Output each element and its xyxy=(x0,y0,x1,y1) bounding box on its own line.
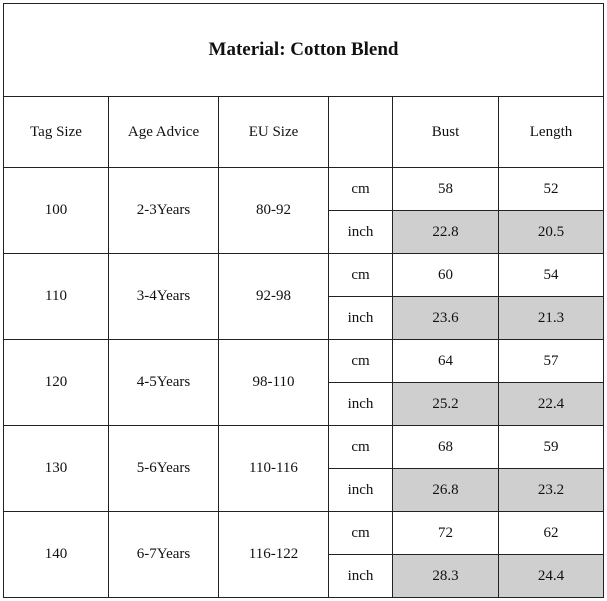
bust-cm-cell: 72 xyxy=(392,511,499,555)
length-cm-cell: 52 xyxy=(497,167,605,211)
header-unit xyxy=(328,96,393,168)
unit-cm-cell: cm xyxy=(328,511,393,555)
unit-inch-cell: inch xyxy=(328,468,393,512)
length-cm-cell: 62 xyxy=(497,511,605,555)
unit-cm-cell: cm xyxy=(328,425,393,469)
eu-size-cell: 110-116 xyxy=(218,425,329,512)
table-row: inch 23.6 21.3 xyxy=(4,296,605,340)
header-length: Length xyxy=(497,96,605,168)
unit-inch-cell: inch xyxy=(328,210,393,254)
unit-cm-cell: cm xyxy=(328,167,393,211)
bust-inch-cell: 28.3 xyxy=(392,554,499,598)
tag-size-cell: 130 xyxy=(3,425,109,512)
size-rows: 100 2-3Years 80-92 cm 58 52 inch 22.8 20.5 110 3-4… xyxy=(3,167,605,598)
table-row: 110 3-4Years 92-98 cm 60 54 xyxy=(3,253,605,340)
bust-cm-cell: 60 xyxy=(392,253,499,297)
unit-inch-cell: inch xyxy=(328,382,393,426)
header-eu-size: EU Size xyxy=(218,96,329,168)
tag-size-cell: 100 xyxy=(3,167,109,254)
unit-inch-cell: inch xyxy=(328,554,393,598)
size-table: Material: Cotton Blend Tag Size Age Advi… xyxy=(2,3,605,598)
length-inch-cell: 22.4 xyxy=(497,382,605,426)
table-row: inch 28.3 24.4 xyxy=(4,554,605,598)
eu-size-cell: 92-98 xyxy=(218,253,329,340)
header-tag-size: Tag Size xyxy=(3,96,109,168)
length-cm-cell: 59 xyxy=(497,425,605,469)
unit-cm-cell: cm xyxy=(328,339,393,383)
length-inch-cell: 23.2 xyxy=(497,468,605,512)
bust-inch-cell: 23.6 xyxy=(392,296,499,340)
unit-inch-cell: inch xyxy=(328,296,393,340)
table-row: 120 4-5Years 98-110 cm 64 57 xyxy=(3,339,605,426)
table-row: inch 25.2 22.4 xyxy=(4,382,605,426)
age-advice-cell: 5-6Years xyxy=(108,425,219,512)
bust-cm-cell: 64 xyxy=(392,339,499,383)
eu-size-cell: 98-110 xyxy=(218,339,329,426)
title-row: Material: Cotton Blend xyxy=(2,3,605,97)
bust-cm-cell: 58 xyxy=(392,167,499,211)
size-chart: Material: Cotton Blend Tag Size Age Advi… xyxy=(2,3,605,598)
age-advice-cell: 4-5Years xyxy=(108,339,219,426)
table-row: 130 5-6Years 110-116 cm 68 59 xyxy=(3,425,605,512)
tag-size-cell: 110 xyxy=(3,253,109,340)
table-row: inch 26.8 23.2 xyxy=(4,468,605,512)
bust-inch-cell: 22.8 xyxy=(392,210,499,254)
header-row: Tag Size Age Advice EU Size Bust Length xyxy=(3,96,605,168)
length-inch-cell: 24.4 xyxy=(497,554,605,598)
header-age-advice: Age Advice xyxy=(108,96,219,168)
tag-size-cell: 120 xyxy=(3,339,109,426)
bust-inch-cell: 26.8 xyxy=(392,468,499,512)
header-bust: Bust xyxy=(392,96,499,168)
eu-size-cell: 80-92 xyxy=(218,167,329,254)
age-advice-cell: 2-3Years xyxy=(108,167,219,254)
length-cm-cell: 57 xyxy=(497,339,605,383)
length-inch-cell: 21.3 xyxy=(497,296,605,340)
unit-cm-cell: cm xyxy=(328,253,393,297)
age-advice-cell: 6-7Years xyxy=(108,511,219,598)
bust-inch-cell: 25.2 xyxy=(392,382,499,426)
bust-cm-cell: 68 xyxy=(392,425,499,469)
age-advice-cell: 3-4Years xyxy=(108,253,219,340)
length-cm-cell: 54 xyxy=(497,253,605,297)
tag-size-cell: 140 xyxy=(3,511,109,598)
table-row: 100 2-3Years 80-92 cm 58 52 xyxy=(3,167,605,254)
material-title: Material: Cotton Blend xyxy=(2,3,605,97)
length-inch-cell: 20.5 xyxy=(497,210,605,254)
table-row: 140 6-7Years 116-122 cm 72 62 xyxy=(3,511,605,598)
table-row: inch 22.8 20.5 xyxy=(4,210,605,254)
eu-size-cell: 116-122 xyxy=(218,511,329,598)
